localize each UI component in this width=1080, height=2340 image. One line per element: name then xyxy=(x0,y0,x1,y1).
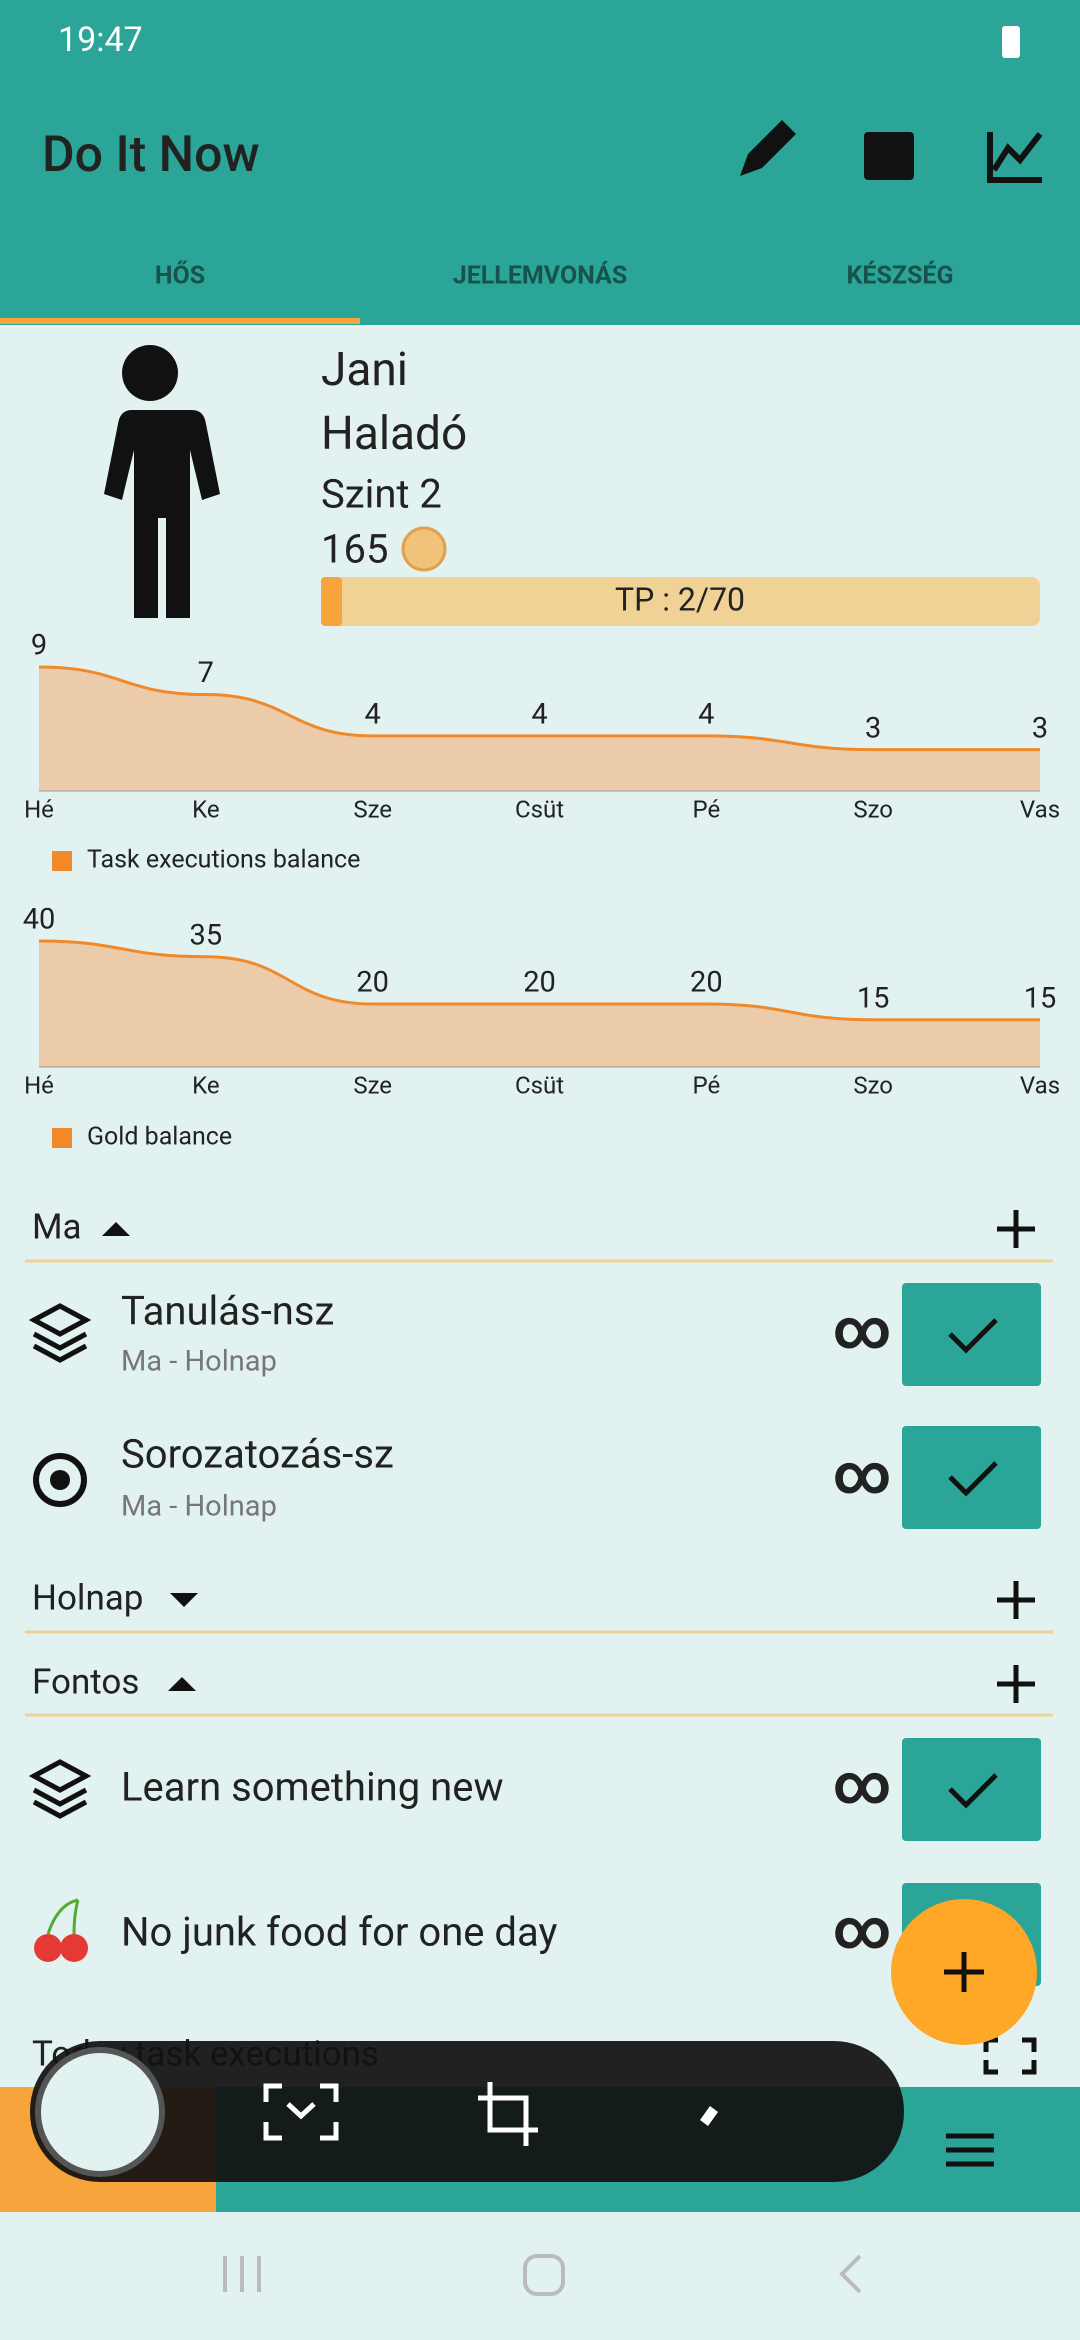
legend-swatch xyxy=(52,851,72,871)
repeat-icon: ∞ xyxy=(833,1896,892,1962)
scroll-capture-button[interactable] xyxy=(263,2083,339,2141)
check-icon xyxy=(948,1318,998,1354)
task-row[interactable]: No junk food for one day ∞ xyxy=(34,1896,891,1962)
value-label: 15 xyxy=(857,981,890,1015)
repeat-icon: ∞ xyxy=(833,1441,892,1507)
system-nav xyxy=(0,2212,1080,2340)
stats-button[interactable] xyxy=(864,132,914,180)
hero-gold: 165 xyxy=(321,526,388,573)
x-tick-label: Pé xyxy=(692,795,720,823)
x-tick-label: Csüt xyxy=(515,1071,564,1099)
section-header[interactable]: Ma xyxy=(25,1206,1053,1263)
recents-button[interactable] xyxy=(223,2256,261,2292)
tab-indicator xyxy=(0,318,360,324)
value-label: 3 xyxy=(865,711,881,745)
x-tick-label: Ke xyxy=(192,795,219,823)
value-label: 20 xyxy=(356,966,389,1000)
x-tick-label: Pé xyxy=(692,1071,720,1099)
x-tick-label: Szo xyxy=(853,1071,893,1099)
legend-label: Task executions balance xyxy=(87,846,360,875)
chart-button[interactable] xyxy=(987,132,1043,183)
x-tick-label: Csüt xyxy=(515,795,564,823)
x-tick-label: Szo xyxy=(853,795,893,823)
task-row[interactable]: Sorozatozás-sz Ma - Holnap ∞ xyxy=(33,1431,892,1524)
x-tick-label: Hé xyxy=(24,1071,54,1099)
task-title: Tanulás-nsz xyxy=(121,1288,334,1335)
legend-label: Gold balance xyxy=(87,1123,232,1152)
screenshot-thumbnail[interactable] xyxy=(35,2047,165,2177)
value-label: 20 xyxy=(523,966,556,1000)
task-subtitle: Ma - Holnap xyxy=(121,1490,277,1524)
repeat-icon: ∞ xyxy=(833,1296,892,1362)
complete-button[interactable] xyxy=(902,1426,1041,1529)
screenshot-toolbar xyxy=(30,2041,904,2182)
check-icon xyxy=(948,1773,998,1809)
section-title: Holnap xyxy=(32,1577,143,1618)
x-tick-label: Ke xyxy=(192,1071,219,1099)
menu-button[interactable] xyxy=(946,2133,994,2167)
check-icon xyxy=(948,1461,998,1497)
edit-button[interactable] xyxy=(740,120,796,176)
area xyxy=(39,667,1040,791)
coin-icon xyxy=(401,526,447,572)
value-label: 40 xyxy=(23,903,56,937)
complete-button[interactable] xyxy=(902,1283,1041,1386)
task-title: Learn something new xyxy=(121,1764,504,1811)
fab-icon xyxy=(944,1952,984,1992)
hero-level: Szint 2 xyxy=(321,471,442,518)
x-tick-label: Sze xyxy=(353,795,392,823)
value-label: 20 xyxy=(690,966,723,1000)
tp-bar xyxy=(321,577,1040,626)
section-title: Fontos xyxy=(32,1661,139,1702)
repeat-icon: ∞ xyxy=(833,1751,892,1817)
hero-name: Jani xyxy=(321,343,408,397)
value-label: 4 xyxy=(365,698,381,732)
status-time: 19:47 xyxy=(58,20,143,60)
value-label: 3 xyxy=(1032,711,1048,745)
task-title: Sorozatozás-sz xyxy=(121,1431,394,1478)
crop-button[interactable] xyxy=(478,2082,538,2146)
section-title: Ma xyxy=(32,1206,82,1247)
line xyxy=(38,665,1040,752)
x-tick-label: Hé xyxy=(24,795,54,823)
back-button[interactable] xyxy=(839,2254,862,2294)
hero-rank: Haladó xyxy=(321,407,467,461)
complete-button[interactable] xyxy=(902,1738,1041,1841)
x-tick-label: Sze xyxy=(353,1071,392,1099)
battery-icon xyxy=(1002,26,1020,58)
task-row[interactable]: Tanulás-nsz Ma - Holnap ∞ xyxy=(28,1288,892,1379)
tab[interactable]: HŐS xyxy=(155,260,205,291)
value-label: 9 xyxy=(31,629,47,663)
tab[interactable]: JELLEMVONÁS xyxy=(453,261,628,291)
legend-swatch xyxy=(52,1128,72,1148)
value-label: 35 xyxy=(190,918,223,952)
task-subtitle: Ma - Holnap xyxy=(121,1345,277,1379)
tab[interactable]: KÉSZSÉG xyxy=(846,260,953,291)
tp-fill xyxy=(321,577,342,626)
value-label: 4 xyxy=(531,698,547,732)
x-tick-label: Vas xyxy=(1020,795,1060,823)
task-title: No junk food for one day xyxy=(121,1909,557,1956)
x-tick-label: Vas xyxy=(1020,1071,1060,1099)
value-label: 7 xyxy=(198,656,214,690)
value-label: 15 xyxy=(1024,981,1057,1015)
hero-avatar xyxy=(104,345,220,618)
section-header[interactable]: Holnap xyxy=(25,1577,1053,1634)
task-row[interactable]: Learn something new ∞ xyxy=(28,1751,892,1819)
draw-button[interactable] xyxy=(700,2106,718,2126)
line xyxy=(38,939,1041,1022)
section-header[interactable]: Fontos xyxy=(25,1661,1053,1717)
home-button[interactable] xyxy=(523,2254,565,2296)
value-label: 4 xyxy=(698,698,714,732)
tp-label: TP : 2/70 xyxy=(615,580,745,618)
app-title: Do It Now xyxy=(42,126,260,184)
